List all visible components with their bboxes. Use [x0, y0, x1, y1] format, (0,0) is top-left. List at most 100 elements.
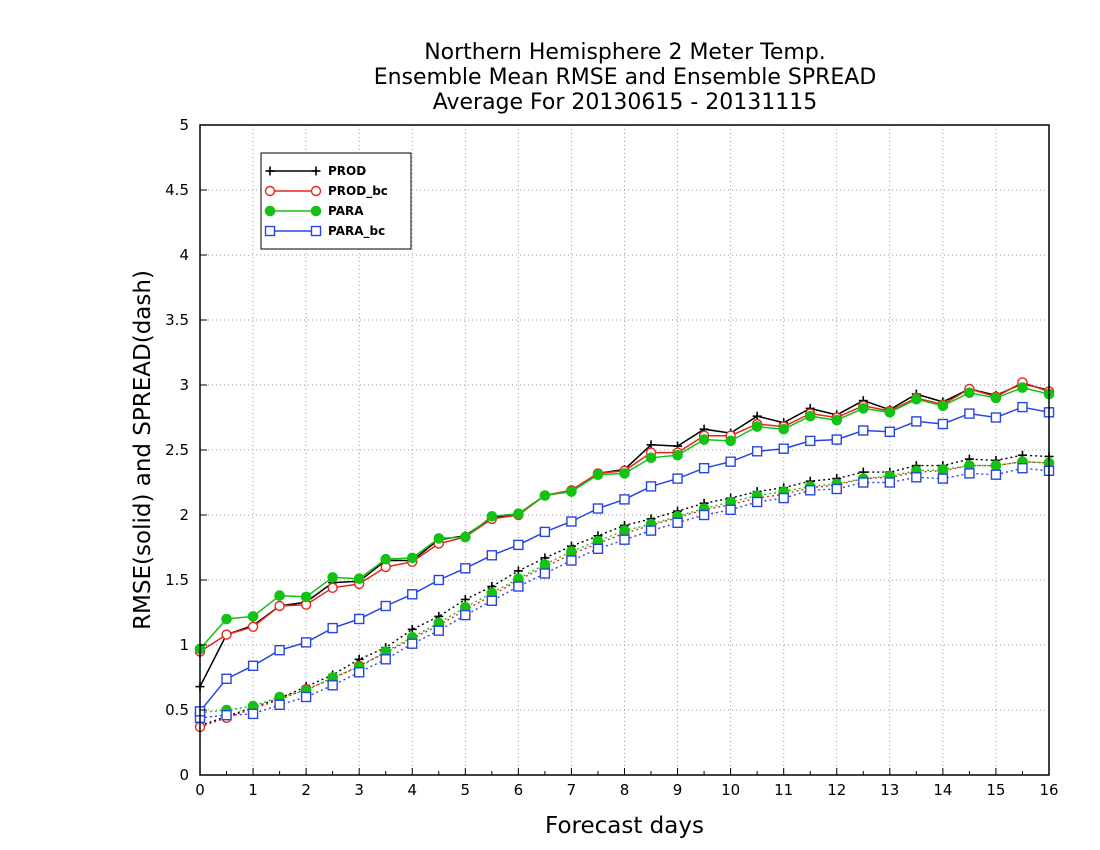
series-para-bc-spread-point: [964, 468, 975, 479]
series-prod-bc-rmse-point: [221, 629, 232, 640]
legend-label-para: PARA: [328, 204, 364, 218]
series-para-rmse-point: [460, 531, 471, 543]
series-para-bc-rmse-point: [486, 550, 498, 561]
series-para-bc-spread-point: [353, 667, 365, 678]
series-para-bc-spread-point: [247, 708, 259, 720]
series-para-rmse-point: [672, 449, 683, 461]
legend-marker-para-bc-end: [310, 225, 322, 237]
series-para-bc-rmse-point: [407, 589, 418, 600]
series-para-bc-spread-point: [300, 691, 312, 703]
x-tick-label: 2: [301, 781, 311, 799]
series-para-bc-rmse-point: [645, 481, 657, 492]
series-prod-bc-rmse-point: [274, 600, 285, 612]
series-para-bc-spread-point: [460, 609, 471, 621]
legend-marker-para-start: [264, 205, 276, 217]
series-para-bc-spread-point: [725, 504, 736, 515]
series-para-bc-spread-point: [937, 473, 949, 484]
series-para-bc-rmse-point: [619, 494, 630, 505]
series-para-bc-rmse-point: [300, 637, 312, 648]
series-para-bc-rmse-point: [831, 434, 842, 445]
legend-marker-prod-bc-start: [264, 185, 276, 197]
series-para-bc-spread-point: [433, 625, 444, 636]
y-tick-label: 2: [179, 506, 189, 524]
series-para-rmse-point: [937, 400, 949, 412]
y-axis-ticks: 0 0.5 1 1.5 2 2.5 3 3.5 4 4.5 5: [165, 116, 207, 784]
series-para-bc-spread-point: [751, 496, 763, 508]
series-para-bc-rmse-point: [751, 446, 763, 457]
series-para-spread-point: [937, 464, 949, 475]
legend: PROD PROD_bc PARA PARA_bc: [260, 152, 412, 250]
x-tick-label: 4: [407, 781, 417, 799]
y-tick-label: 4.5: [165, 181, 189, 199]
series-para-bc-spread-point: [619, 534, 630, 545]
series-para-rmse-point: [831, 414, 843, 426]
series-para-rmse-point: [221, 613, 232, 625]
x-axis-ticks: 0 1 2 3 4 5 6 7 8 9 10 11 12 13 14 15 16: [195, 768, 1059, 799]
series-prod-bc-rmse-point: [327, 582, 338, 593]
legend-box: [260, 152, 412, 250]
legend-marker-prod-end: [311, 166, 321, 176]
y-tick-label: 3: [179, 376, 189, 394]
series-prod-bc-spread-line: [199, 460, 1050, 728]
x-tick-label: 0: [195, 781, 205, 799]
y-axis-label: RMSE(solid) and SPREAD(dash): [130, 270, 156, 630]
series-para-bc-rmse-point: [725, 456, 736, 467]
series-para-rmse-point: [698, 434, 710, 445]
y-tick-label: 4: [179, 246, 189, 264]
series-para-rmse-point: [1017, 382, 1028, 393]
series-para-rmse-point: [911, 394, 922, 405]
series-para-rmse-point: [964, 387, 975, 399]
series-para-bc-rmse-point: [990, 412, 1002, 423]
series-para-bc-rmse-point: [274, 645, 285, 656]
legend-marker-para-bc-start: [264, 225, 276, 237]
series-para-bc-spread-point: [539, 568, 551, 579]
legend-label-prod: PROD: [328, 164, 366, 178]
series-para-rmse-point: [990, 392, 1002, 404]
legend-label-para-bc: PARA_bc: [328, 224, 385, 239]
series-para-rmse-point: [645, 452, 657, 464]
series-para-bc-rmse-point: [778, 443, 789, 454]
series-para-bc-spread-point: [645, 525, 657, 536]
series-para-rmse-point: [566, 486, 577, 497]
series-para-rmse-point: [539, 490, 551, 501]
legend-marker-prod-start: [265, 166, 275, 176]
series-para-bc-spread-point: [566, 555, 577, 566]
series-para-bc-rmse-point: [513, 539, 524, 551]
series-para-rmse-point: [274, 590, 285, 601]
chart-title-line-1: Northern Hemisphere 2 Meter Temp.: [424, 40, 826, 65]
series-para-spread-point: [619, 525, 630, 536]
series-para-bc-spread-point: [672, 517, 683, 528]
x-tick-label: 7: [567, 781, 577, 799]
chart-title-line-2: Ensemble Mean RMSE and Ensemble SPREAD: [374, 65, 877, 90]
series-para-bc-rmse-point: [221, 673, 232, 684]
series-para-bc-rmse-point: [566, 516, 577, 527]
series-para-bc-spread-point: [990, 469, 1002, 480]
x-tick-label: 6: [514, 781, 524, 799]
series-para-bc-rmse-point: [460, 563, 471, 574]
series-para-bc-spread-point: [407, 638, 418, 649]
series-para-rmse-point: [353, 573, 365, 585]
x-tick-label: 9: [673, 781, 683, 799]
gridlines: [200, 125, 1049, 775]
x-tick-label: 12: [827, 781, 846, 799]
legend-marker-prod-bc-end: [310, 185, 322, 197]
series-para-bc-spread-point: [778, 492, 789, 504]
series-para-bc-rmse-point: [698, 463, 710, 474]
series-para-bc-spread-point: [380, 654, 391, 665]
series-para-bc-rmse-point: [911, 416, 922, 427]
legend-marker-para-end: [310, 205, 322, 217]
x-tick-label: 11: [774, 781, 793, 799]
x-tick-label: 1: [248, 781, 258, 799]
series-para-bc-spread-point: [327, 680, 338, 691]
series-para-bc-rmse-point: [353, 613, 365, 625]
series-para-rmse-point: [300, 591, 312, 603]
series-para-rmse-point: [619, 468, 630, 479]
series-para-spread-point: [990, 460, 1002, 471]
series-para-bc-rmse-point: [884, 426, 896, 437]
series-para-bc-spread-point: [698, 509, 710, 521]
x-tick-label: 8: [620, 781, 630, 799]
series-para-rmse-point: [380, 553, 392, 565]
y-tick-label: 0.5: [165, 701, 189, 719]
series-prod-bc-rmse-line: [199, 381, 1050, 653]
series-para-rmse-point: [433, 533, 445, 544]
